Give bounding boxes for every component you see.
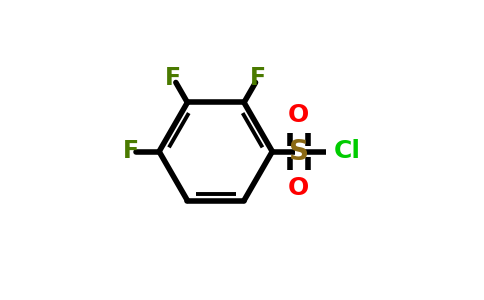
Text: F: F — [165, 66, 182, 90]
Text: F: F — [250, 66, 266, 90]
Text: O: O — [288, 103, 309, 127]
Text: O: O — [288, 176, 309, 200]
Text: S: S — [289, 137, 309, 166]
Text: Cl: Cl — [333, 140, 361, 164]
Text: F: F — [123, 140, 139, 164]
